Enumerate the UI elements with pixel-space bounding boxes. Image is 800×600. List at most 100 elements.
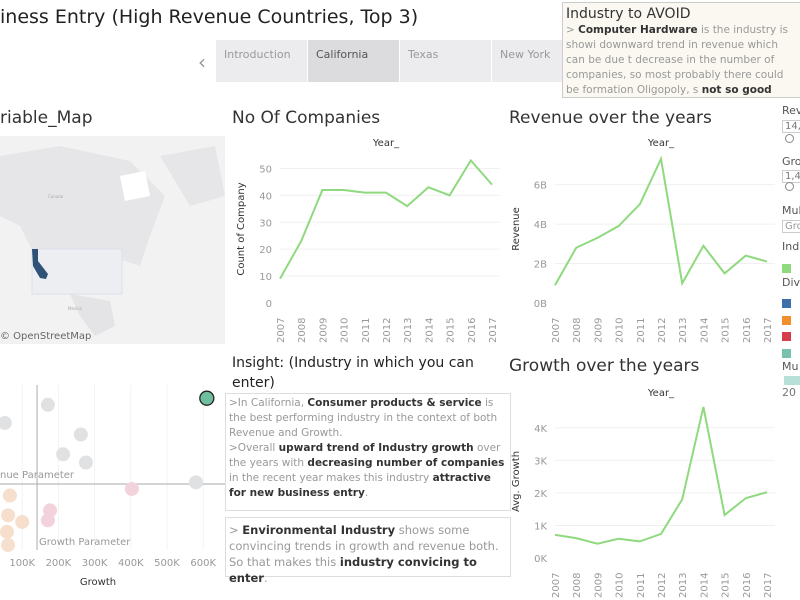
revenue-filter-label: Rev	[782, 104, 800, 117]
scatter-point	[0, 524, 14, 539]
tab-texas[interactable]: Texas	[400, 40, 491, 82]
y-axis-label: Revenue	[511, 207, 522, 251]
companies-title: No Of Companies	[232, 108, 381, 128]
x-tick-label: 500K	[154, 558, 180, 569]
series-line	[279, 158, 493, 280]
x-tick-label: 2013	[678, 573, 689, 598]
tab-prev-arrow-icon[interactable]: ‹	[198, 50, 206, 74]
y-tick-label: 30	[259, 218, 272, 229]
division-legend-swatch[interactable]	[782, 299, 791, 308]
text-segment: is the industry is showi downward trend …	[566, 24, 788, 96]
x-tick-label: 2009	[593, 573, 604, 598]
x-tick-label: 200K	[46, 558, 72, 569]
scatter-point	[40, 397, 55, 412]
highlighted-text: upward trend of Industry growth	[278, 442, 474, 454]
industry-to-avoid-box: Industry to AVOID > Computer Hardware is…	[562, 2, 800, 98]
scatter-point	[1, 538, 16, 553]
x-tick-label: 2010	[340, 318, 351, 343]
right-filter-panel: Rev 14, Gro 1,4 Mul Gro Ind Div Mu 20	[782, 100, 800, 400]
map-label-mexico: Mexico	[68, 306, 83, 311]
y-tick-label: 0K	[534, 554, 547, 565]
dashboard-title: iness Entry (High Revenue Countries, Top…	[0, 6, 419, 28]
map-attribution[interactable]: © OpenStreetMap	[0, 331, 92, 342]
y-tick-label: 4B	[534, 220, 547, 231]
division-legend-swatch[interactable]	[782, 316, 791, 325]
y-tick-label: 10	[259, 272, 272, 283]
growth-chart: Year_ Avg. Growth 0K 1K 2K 3K 4K 2007 2008 2009 20…	[511, 388, 775, 598]
companies-chart: Year_ Count of Company 0 10 20 30 40 50 2007 2008…	[236, 138, 500, 343]
growth-filter-input[interactable]: 1,4	[782, 170, 800, 183]
insight-text-2: > Environmental Industry shows some conv…	[229, 522, 507, 586]
x-tick-label: 2009	[593, 318, 604, 343]
y-tick-label: 6B	[534, 181, 547, 192]
industry-legend-swatch[interactable]	[782, 264, 791, 273]
x-tick-label: 100K	[9, 558, 35, 569]
mexico-land	[70, 294, 115, 336]
x-tick-label: 2008	[572, 318, 583, 343]
usa-states	[31, 248, 123, 295]
x-tick-label: 2014	[699, 573, 710, 598]
y-tick-label: 0	[266, 299, 272, 310]
x-tick-label: 2011	[636, 573, 647, 598]
x-tick-label: 2012	[657, 318, 668, 343]
avoid-text: > Computer Hardware is the industry is s…	[566, 23, 798, 97]
growth-slider-handle[interactable]	[785, 182, 794, 191]
scatter-point	[199, 390, 215, 406]
x-tick-label: 2016	[467, 318, 478, 343]
y-tick-label: 3K	[534, 456, 547, 467]
scatter-point	[56, 447, 71, 462]
revenue-filter-input[interactable]: 14,	[782, 120, 800, 133]
division-legend-label: Div	[782, 276, 800, 289]
x-tick-label: 2012	[382, 318, 393, 343]
x-tick-label: 2012	[657, 573, 668, 598]
hudson-bay	[120, 171, 150, 201]
text-segment: >In California,	[229, 397, 308, 409]
y-tick-label: 2B	[534, 260, 547, 271]
growth-parameter-label: Growth Parameter	[39, 537, 131, 548]
revenue-chart: Year_ Revenue 0B 2B 4B 6B 2007 2008 2009 2010 2011…	[511, 138, 775, 343]
california-shape[interactable]	[32, 249, 48, 279]
x-tick-label: 2007	[276, 318, 287, 343]
scatter-point	[1, 508, 16, 523]
division-legend-swatch[interactable]	[782, 332, 791, 341]
x-tick-label: 2013	[678, 318, 689, 343]
scatter-point	[78, 455, 93, 470]
x-tick-label: 2008	[572, 573, 583, 598]
text-segment: >	[229, 523, 243, 537]
y-tick-label: 4K	[534, 424, 547, 435]
x-tick-label: 400K	[118, 558, 144, 569]
highlighted-text: industry convicing to enter	[229, 555, 477, 585]
revenue-slider-handle[interactable]	[785, 134, 794, 143]
north-america-land	[0, 146, 165, 266]
text-segment: shows some convincing trends in growth a…	[229, 523, 499, 569]
x-tick-label: 2014	[424, 318, 435, 343]
division-legend-swatch[interactable]	[782, 349, 791, 358]
y-tick-label: 1K	[534, 521, 547, 532]
x-tick-label: 2008	[297, 318, 308, 343]
revenue-parameter-label: nue Parameter	[0, 470, 75, 481]
multi-select-dropdown[interactable]: Gro	[782, 220, 800, 233]
scatter-point	[2, 488, 17, 503]
tab-introduction[interactable]: Introduction	[216, 40, 307, 82]
y-tick-label: 40	[259, 191, 272, 202]
x-tick-label: 600K	[190, 558, 216, 569]
tab-new-york[interactable]: New York	[492, 40, 562, 82]
x-tick-label: 2016	[742, 318, 753, 343]
text-segment: .	[263, 571, 268, 585]
text-segment: in the recent year makes this industry	[229, 472, 433, 484]
series-line	[554, 155, 768, 287]
y-axis-label: Avg. Growth	[511, 451, 522, 512]
map[interactable]: Canada Mexico © OpenStreetMap	[0, 136, 225, 344]
text-segment: is the best performing industry in the c…	[229, 397, 498, 439]
highlighted-text: Computer Hardware	[578, 24, 698, 36]
map-svg: Canada Mexico	[0, 146, 225, 336]
x-tick-label: 2007	[551, 573, 562, 598]
tab-california[interactable]: California	[308, 40, 399, 82]
scatter-point	[15, 514, 30, 529]
avoid-title: Industry to AVOID	[566, 6, 691, 22]
insight-box-2: > Environmental Industry shows some conv…	[225, 517, 511, 585]
mu-legend-label: Mu	[782, 360, 799, 373]
y-tick-label: 50	[259, 164, 272, 175]
highlighted-text: attractive for new business entry	[229, 472, 491, 499]
highlighted-text: not so good industry to enter	[701, 84, 772, 96]
